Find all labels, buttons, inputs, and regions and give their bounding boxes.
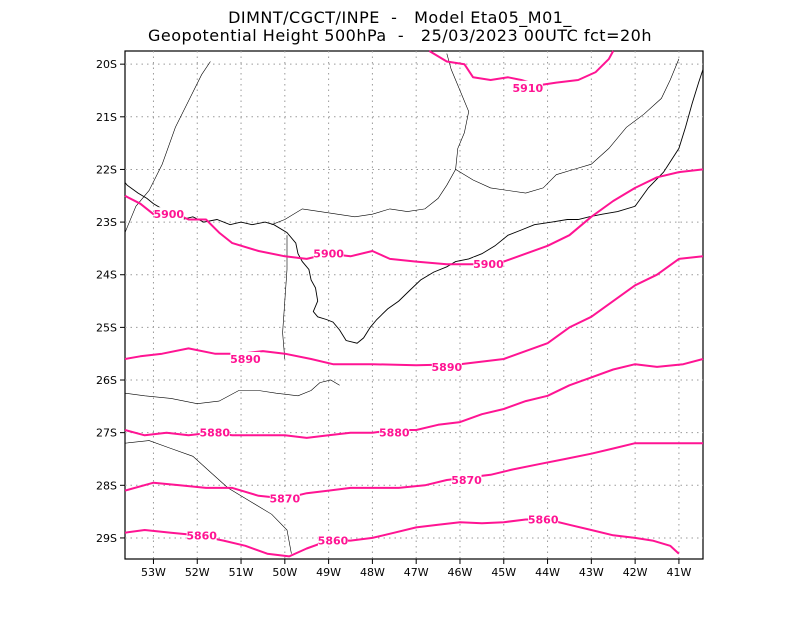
- state-border: [124, 61, 211, 233]
- contour-label-bg: [313, 246, 344, 260]
- contour-labels: 5910 5900 5900 5900 5890 5890 5880 5880 5870 5870…: [153, 80, 559, 548]
- contour-label-bg: [379, 425, 410, 439]
- contour-5890: [124, 255, 704, 367]
- contour-label-bg: [317, 533, 348, 547]
- contour-label-5870: 5870: [270, 492, 301, 505]
- contour-label-5910: 5910: [513, 82, 544, 95]
- lon-tick-label: 49W: [316, 566, 341, 579]
- contour-label-5900: 5900: [473, 258, 504, 271]
- state-border: [455, 58, 680, 194]
- contour-label-5890: 5890: [432, 361, 463, 374]
- lon-tick-label: 53W: [141, 566, 166, 579]
- contour-5870: [124, 442, 703, 500]
- contour-label-5860: 5860: [186, 529, 217, 542]
- lat-tick-label: 26S: [96, 374, 117, 387]
- lat-tick-label: 28S: [96, 479, 117, 492]
- lat-tick-label: 20S: [96, 58, 117, 71]
- contour-label-5900: 5900: [313, 248, 344, 261]
- contour-label-bg: [199, 425, 230, 439]
- lon-tick-label: 43W: [579, 566, 604, 579]
- contour-5860: [124, 518, 680, 558]
- map-title-line1: DIMNT/CGCT/INPE - Model Eta05_M01_: [228, 8, 572, 27]
- lat-tick-label: 27S: [96, 427, 117, 440]
- contour-label-bg: [269, 491, 300, 505]
- lon-tick-label: 44W: [535, 566, 560, 579]
- contour-label-5860: 5860: [318, 535, 349, 548]
- state-border: [124, 440, 292, 554]
- contour-label-bg: [153, 207, 184, 221]
- contour-label-bg: [528, 512, 559, 526]
- lat-tick-label: 22S: [96, 163, 117, 176]
- lon-tick-label: 41W: [666, 566, 691, 579]
- contour-5900: [124, 168, 704, 266]
- state-border: [124, 379, 340, 405]
- height-contours: [124, 50, 704, 558]
- contour-label-bg: [451, 473, 482, 487]
- contour-label-5890: 5890: [230, 353, 261, 366]
- lon-tick-label: 50W: [272, 566, 297, 579]
- lat-tick-label: 23S: [96, 216, 117, 229]
- contour-label-5860: 5860: [528, 514, 559, 527]
- state-border: [282, 235, 288, 360]
- lat-tick-label: 24S: [96, 269, 117, 282]
- contour-5910: [428, 50, 615, 87]
- axis-ticks: 53W 52W 51W 50W 49W 48W 47W 46W 45W 44W 43W 42W 41W 2…: [96, 58, 691, 579]
- lon-tick-label: 45W: [491, 566, 516, 579]
- contour-label-5880: 5880: [379, 427, 410, 440]
- state-border: [271, 53, 470, 225]
- lon-tick-label: 52W: [185, 566, 210, 579]
- contour-label-5900: 5900: [153, 208, 184, 221]
- contour-label-5870: 5870: [451, 474, 482, 487]
- lon-tick-label: 42W: [623, 566, 648, 579]
- contour-label-bg: [512, 80, 543, 94]
- contour-label-bg: [431, 359, 462, 373]
- lon-tick-label: 47W: [404, 566, 429, 579]
- lon-tick-label: 48W: [360, 566, 385, 579]
- contour-label-bg: [473, 257, 504, 271]
- lat-tick-label: 29S: [96, 532, 117, 545]
- lat-tick-label: 25S: [96, 321, 117, 334]
- grid-lines: [125, 51, 703, 559]
- contour-label-bg: [230, 351, 261, 365]
- coastline: [124, 69, 704, 344]
- lat-tick-label: 21S: [96, 111, 117, 124]
- lon-tick-label: 51W: [229, 566, 254, 579]
- contour-label-bg: [186, 528, 217, 542]
- map-frame: [124, 50, 704, 560]
- lon-tick-label: 46W: [448, 566, 473, 579]
- map-title-line2: Geopotential Height 500hPa - 25/03/2023 …: [148, 26, 652, 45]
- geo-lines: [124, 53, 704, 554]
- contour-label-5880: 5880: [199, 427, 230, 440]
